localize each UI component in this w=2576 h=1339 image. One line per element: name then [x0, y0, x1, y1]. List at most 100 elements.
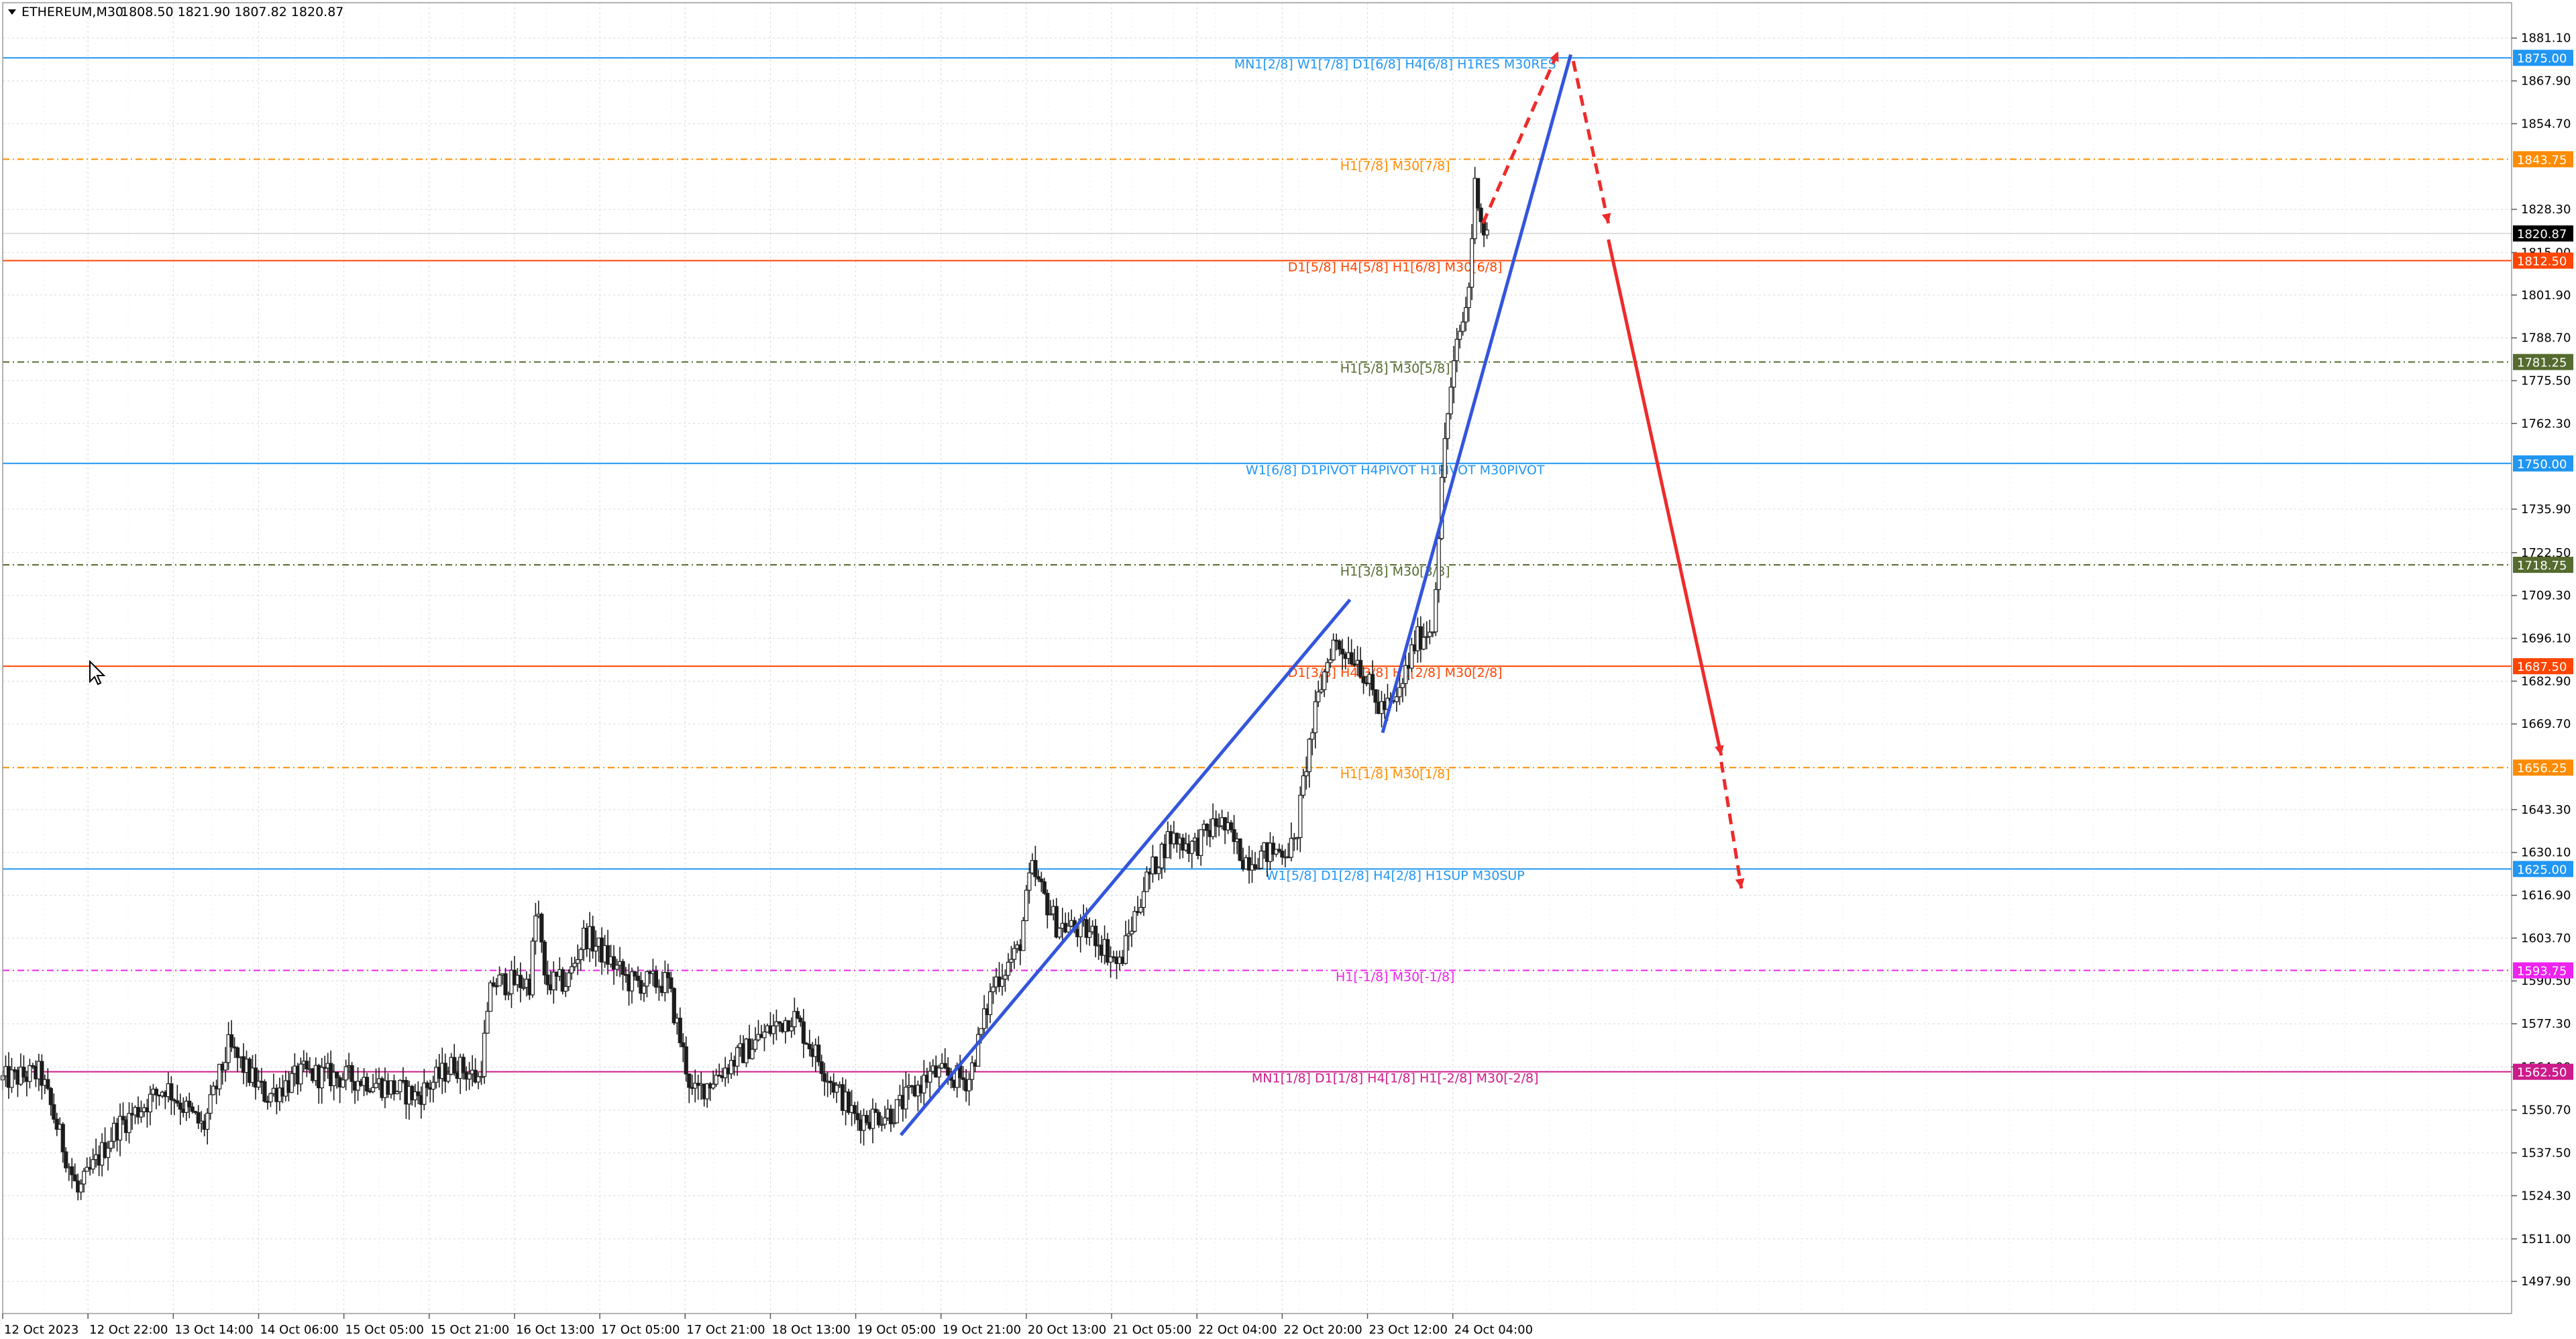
candle-body	[807, 1044, 812, 1050]
candle-body	[747, 1038, 752, 1059]
candle-body	[148, 1093, 153, 1113]
candle-body	[590, 926, 595, 952]
trend-lines	[900, 54, 1572, 1136]
symbol-text: ETHEREUM,M30	[21, 5, 123, 19]
x-tick-label: 12 Oct 22:00	[89, 1323, 168, 1337]
candle-body	[979, 1028, 983, 1035]
candle-body	[256, 1081, 261, 1088]
candle-body	[1310, 732, 1315, 740]
candle	[1126, 919, 1131, 951]
candle-body	[1238, 838, 1242, 861]
candle-body	[641, 985, 647, 994]
candle-body	[28, 1065, 32, 1082]
candle	[78, 1179, 83, 1200]
x-tick-label: 12 Oct 2023	[4, 1323, 78, 1337]
candle-body	[1340, 649, 1345, 655]
candle	[801, 1008, 806, 1059]
candle-body	[1141, 891, 1146, 908]
candle	[678, 1007, 682, 1048]
level-badge-bg	[2513, 759, 2573, 776]
candle-body	[319, 1067, 324, 1089]
candle	[1057, 927, 1062, 940]
candle-body	[1087, 931, 1092, 938]
candle-body	[72, 1174, 77, 1181]
candle	[1394, 684, 1399, 712]
candle	[1012, 941, 1017, 969]
candle	[169, 1076, 174, 1115]
candle-body	[1054, 906, 1059, 938]
candle-body	[789, 1026, 794, 1032]
candle-body	[943, 1063, 947, 1069]
candle	[621, 959, 625, 991]
level-badge-bg	[2513, 151, 2573, 168]
candle-body	[1424, 636, 1429, 638]
candle	[967, 1073, 971, 1106]
candle-body	[816, 1045, 821, 1063]
candle	[873, 1102, 878, 1113]
candle-body	[482, 1032, 487, 1077]
y-tick-label: 1524.30	[2521, 1189, 2571, 1203]
candle-body	[193, 1111, 198, 1114]
x-tick-label: 17 Oct 21:00	[686, 1323, 765, 1337]
candle-body	[961, 1077, 965, 1080]
candle-body	[208, 1094, 213, 1114]
candle	[121, 1102, 125, 1125]
current-price-badge-text: 1820.87	[2517, 227, 2567, 242]
candle-body	[392, 1080, 396, 1094]
candle	[1313, 690, 1318, 749]
candle-body	[750, 1049, 755, 1059]
candle-body	[714, 1075, 718, 1085]
x-tick-label: 24 Oct 04:00	[1454, 1323, 1533, 1337]
candle	[777, 1021, 782, 1032]
candle-body	[828, 1081, 833, 1083]
candle-body	[1476, 178, 1481, 209]
candle	[1434, 582, 1438, 637]
y-tick-label: 1722.50	[2521, 546, 2571, 560]
candle-body	[1479, 207, 1483, 222]
candle	[987, 983, 993, 1024]
candle	[1027, 862, 1032, 904]
candle	[711, 1070, 716, 1090]
candle	[262, 1079, 267, 1103]
candle-body	[1289, 838, 1293, 858]
candles	[0, 166, 1489, 1201]
candle-body	[705, 1083, 710, 1100]
candle	[235, 1046, 240, 1073]
y-tick-label: 1735.90	[2521, 502, 2571, 517]
candle-body	[633, 971, 637, 977]
candle	[341, 1073, 345, 1088]
candle	[1319, 674, 1324, 694]
candle-body	[753, 1039, 758, 1050]
candle	[416, 1081, 421, 1104]
candle-body	[1472, 178, 1477, 239]
candle-body	[1153, 856, 1159, 874]
candle	[1458, 325, 1462, 349]
candle	[1430, 631, 1435, 637]
candle	[1123, 920, 1128, 965]
candle-body	[422, 1082, 427, 1105]
candle-body	[904, 1086, 908, 1110]
candle	[997, 961, 1002, 992]
x-tick-label: 16 Oct 13:00	[516, 1323, 594, 1337]
candle	[795, 1007, 800, 1020]
candle-body	[217, 1063, 222, 1089]
level-badge-text: 1781.25	[2517, 356, 2567, 370]
symbol-menu-icon[interactable]	[8, 9, 16, 15]
candle-body	[127, 1113, 131, 1133]
candle-body	[467, 1073, 472, 1080]
candle-body	[1370, 674, 1375, 690]
candle	[461, 1053, 466, 1080]
candle	[747, 1024, 752, 1059]
candle	[530, 937, 535, 998]
candle	[452, 1044, 457, 1076]
candle	[665, 963, 670, 994]
x-tick-label: 15 Oct 05:00	[345, 1323, 424, 1337]
candle-body	[855, 1113, 860, 1120]
candle-body	[1157, 867, 1161, 874]
candle	[576, 944, 580, 975]
candle-body	[370, 1087, 376, 1092]
candle	[847, 1089, 851, 1115]
forecast-arrowhead	[1550, 51, 1559, 62]
candle	[1358, 647, 1363, 678]
x-tick-label: 18 Oct 13:00	[771, 1323, 850, 1337]
